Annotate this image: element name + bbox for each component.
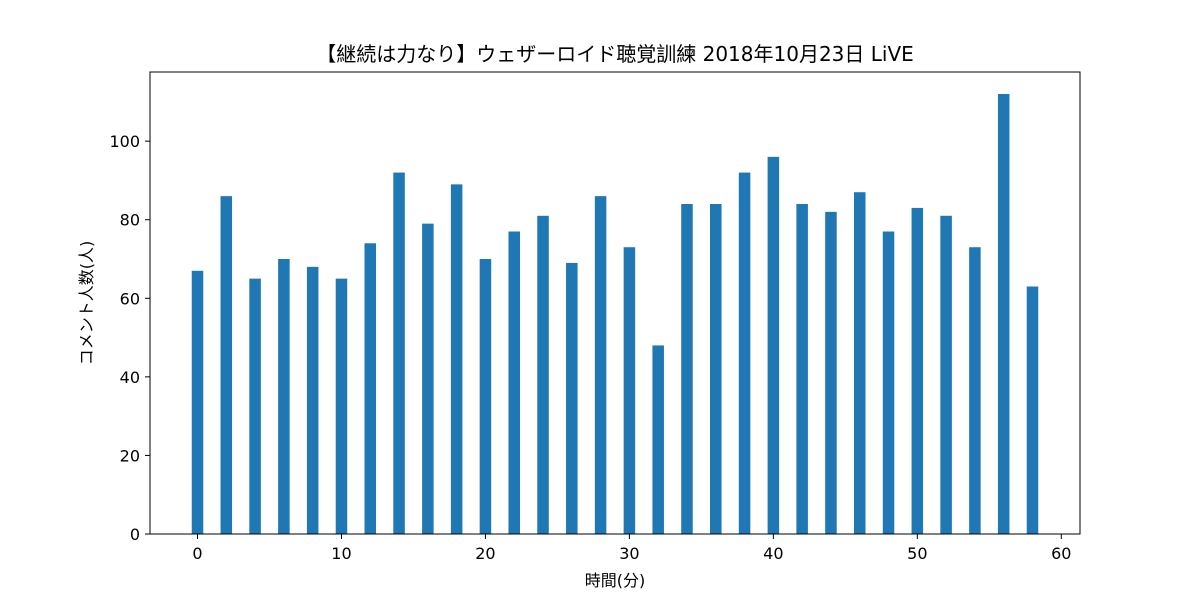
bar-minute-28: [594, 196, 607, 534]
bar-minute-6: [278, 259, 290, 534]
y-tick-label: 20: [120, 446, 140, 465]
bar-minute-18: [450, 184, 463, 534]
x-tick-label: 20: [475, 544, 495, 563]
y-tick-label: 0: [130, 525, 140, 544]
x-axis-label: 時間(分): [585, 571, 646, 590]
bar-minute-14: [393, 172, 405, 535]
bar-minute-4: [249, 278, 261, 534]
plot-frame: [149, 71, 1081, 535]
bar-minute-50: [911, 207, 924, 534]
bar-minute-42: [796, 204, 808, 534]
bars-group: [191, 94, 1039, 535]
bar-minute-54: [969, 247, 981, 534]
bar-minute-10: [335, 278, 348, 534]
bar-minute-34: [681, 204, 693, 534]
y-axis-label: コメント人数(人): [77, 241, 96, 366]
bar-minute-30: [623, 247, 636, 534]
y-tick-label: 100: [109, 132, 140, 151]
y-axis-ticks: 0 20 40 60 80 100: [109, 132, 150, 544]
bar-minute-16: [422, 223, 434, 534]
bar-minute-22: [508, 231, 520, 534]
chart-title: 【継続は力なり】ウェザーロイド聴覚訓練 2018年10月23日 LiVE: [316, 42, 914, 66]
bar-minute-26: [566, 262, 578, 534]
bar-minute-38: [738, 172, 751, 535]
y-tick-label: 80: [120, 211, 140, 230]
y-tick-label: 40: [120, 368, 140, 387]
bar-minute-0: [191, 270, 204, 534]
bar-minute-24: [537, 215, 549, 535]
bar-minute-52: [940, 215, 952, 535]
bar-minute-36: [710, 204, 722, 534]
bar-minute-46: [853, 192, 866, 534]
x-tick-label: 0: [192, 544, 202, 563]
bar-minute-20: [479, 259, 492, 534]
bar-minute-58: [1026, 286, 1039, 534]
y-tick-label: 60: [120, 289, 140, 308]
bar-minute-32: [652, 345, 664, 534]
x-axis-ticks: 0 10 20 30 40 50 60: [192, 534, 1071, 563]
bar-minute-56: [997, 94, 1010, 534]
x-tick-label: 30: [619, 544, 639, 563]
bar-minute-44: [825, 211, 837, 534]
x-tick-label: 10: [331, 544, 351, 563]
x-tick-label: 50: [907, 544, 927, 563]
bar-minute-48: [882, 231, 895, 534]
bar-minute-2: [220, 196, 233, 534]
bar-minute-12: [364, 243, 377, 535]
x-tick-label: 60: [1051, 544, 1071, 563]
bar-minute-40: [767, 156, 780, 534]
x-tick-label: 40: [763, 544, 783, 563]
bar-minute-8: [306, 266, 319, 534]
